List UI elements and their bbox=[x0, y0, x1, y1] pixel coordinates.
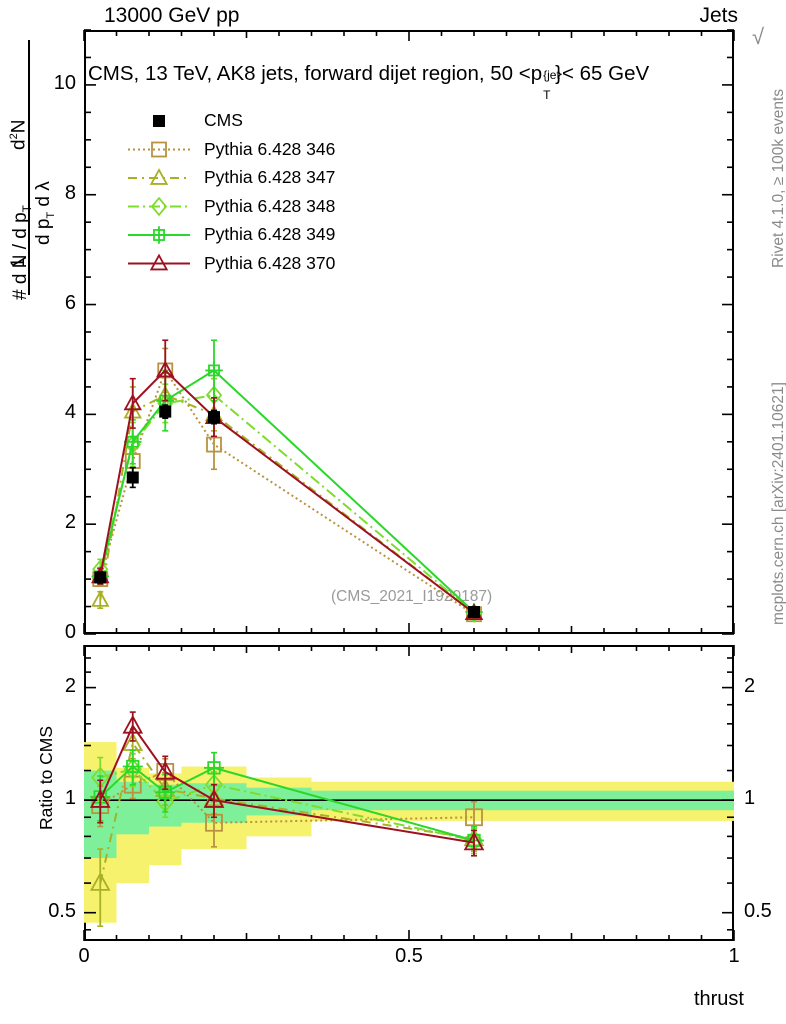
sqrt-icon: √ bbox=[752, 24, 765, 49]
marker-triangle bbox=[122, 714, 144, 734]
series-line bbox=[99, 770, 475, 824]
marker-triangle bbox=[154, 760, 176, 780]
plot-title: CMS, 13 TeV, AK8 jets, forward dijet reg… bbox=[88, 62, 650, 102]
ratio-y-tick-label-right: 2 bbox=[744, 674, 756, 697]
beam-energy-label: 13000 GeV pp bbox=[104, 4, 240, 27]
legend-marker-filled-square bbox=[153, 115, 165, 127]
legend-item-label[interactable]: Pythia 6.428 349 bbox=[204, 224, 336, 244]
legend-item-label[interactable]: Pythia 6.428 348 bbox=[204, 195, 336, 216]
main-y-tick-label: 10 bbox=[53, 71, 76, 94]
main-y-tick-label: 2 bbox=[64, 511, 76, 534]
marker-triangle bbox=[89, 789, 111, 808]
plot-title-subscript: T bbox=[543, 88, 551, 102]
main-y-tick-label: 8 bbox=[64, 181, 76, 204]
marker-filled-square bbox=[468, 606, 480, 619]
legend-marker-diamond bbox=[150, 196, 168, 217]
legend-item-label[interactable]: Pythia 6.428 346 bbox=[204, 138, 336, 159]
x-tick-label: 1 bbox=[728, 945, 740, 967]
marker-square bbox=[465, 808, 483, 827]
legend-marker-square bbox=[151, 141, 167, 158]
marker-filled-square bbox=[159, 405, 172, 418]
marker-triangle bbox=[203, 789, 225, 808]
marker-triangle bbox=[463, 831, 485, 851]
legend-item-label[interactable]: Pythia 6.428 370 bbox=[204, 252, 336, 273]
main-y-tick-label: 6 bbox=[64, 291, 76, 314]
marker-filled-square bbox=[126, 471, 139, 484]
ratio-y-tick-label: 2 bbox=[64, 674, 76, 697]
marker-square bbox=[206, 436, 222, 453]
main-y-axis-one: 1 bbox=[8, 257, 29, 268]
marker-triangle bbox=[123, 393, 142, 411]
marker-triangle bbox=[91, 590, 110, 607]
marker-filled-square bbox=[94, 571, 107, 584]
series-line bbox=[99, 394, 475, 614]
ratio-y-tick-label: 0.5 bbox=[48, 899, 76, 922]
series-line bbox=[99, 394, 475, 614]
ratio-y-tick-label-right: 1 bbox=[744, 787, 756, 810]
marker-triangle bbox=[156, 360, 175, 378]
ratio-y-tick-label-right: 0.5 bbox=[744, 899, 772, 922]
plot-title-superscript: {jet bbox=[543, 68, 560, 82]
legend-item-label[interactable]: CMS bbox=[204, 110, 243, 130]
ratio-y-tick-label: 1 bbox=[64, 787, 76, 810]
legend-marker-triangle bbox=[149, 253, 169, 271]
main-y-axis-fraction-bar bbox=[28, 40, 30, 295]
plot-title-tail: }< 65 GeV bbox=[555, 62, 650, 85]
series-line bbox=[99, 368, 475, 616]
series-line bbox=[99, 369, 475, 613]
x-tick-label: 0 bbox=[78, 945, 90, 967]
legend-marker-triangle bbox=[149, 168, 169, 185]
main-y-axis-numerator-dn: d2N bbox=[8, 119, 30, 150]
legend-item-label[interactable]: Pythia 6.428 347 bbox=[204, 167, 336, 187]
x-axis-label: thrust bbox=[693, 988, 744, 1010]
marker-triangle bbox=[89, 872, 111, 891]
main-y-axis-numerator-den: d pT d λ bbox=[33, 181, 57, 245]
marker-filled-square bbox=[208, 411, 220, 424]
plot-title-text: CMS, 13 TeV, AK8 jets, forward dijet reg… bbox=[88, 62, 543, 85]
analysis-category-label: Jets bbox=[699, 4, 738, 27]
series-line bbox=[99, 740, 475, 884]
legend-symbols bbox=[128, 115, 190, 271]
main-y-tick-label: 0 bbox=[64, 621, 76, 643]
main-y-tick-label: 4 bbox=[64, 401, 76, 424]
x-tick-label: 0.5 bbox=[395, 945, 423, 967]
